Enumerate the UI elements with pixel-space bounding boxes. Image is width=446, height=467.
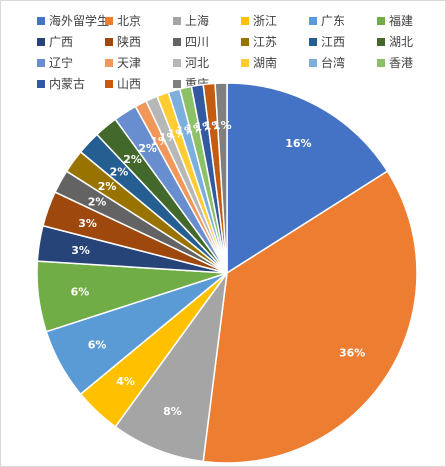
legend-item: 海外留学生: [37, 11, 109, 30]
chart-legend: 海外留学生 北京 上海 浙江 广东 福建广西 陕西 四川 江苏 江西 湖北辽宁 天津 河北 湖南 台湾 香港内…: [37, 11, 446, 93]
slice-label: 6%: [71, 286, 90, 299]
legend-label: 台湾: [321, 56, 346, 70]
slice-label: 16%: [285, 137, 311, 150]
legend-swatch: [105, 58, 113, 67]
legend-swatch: [309, 16, 317, 25]
legend-item: 北京: [105, 11, 173, 30]
slice-label: 2%: [98, 180, 117, 193]
legend-label: 辽宁: [49, 56, 74, 70]
legend-item: 江西: [309, 32, 377, 51]
legend-item: 辽宁: [37, 53, 105, 72]
legend-label: 广东: [321, 14, 346, 28]
legend-label: 四川: [185, 35, 210, 49]
legend-item: 台湾: [309, 53, 377, 72]
legend-item: 广东: [309, 11, 377, 30]
legend-label: 内蒙古: [49, 77, 86, 91]
legend-item: 河北: [173, 53, 241, 72]
legend-swatch: [377, 16, 385, 25]
legend-label: 湖北: [389, 35, 414, 49]
slice-label: 2%: [88, 196, 107, 209]
legend-swatch: [173, 37, 181, 46]
legend-swatch: [173, 58, 181, 67]
slice-label: 3%: [78, 217, 97, 230]
pie-slice: [114, 272, 228, 463]
slice-label: 2%: [110, 166, 129, 179]
legend-item: 湖南: [241, 53, 309, 72]
legend-swatch: [241, 16, 249, 25]
pie-slice: [214, 82, 228, 274]
pie-slice: [226, 82, 389, 275]
legend-label: 香港: [389, 56, 414, 70]
legend-label: 福建: [389, 14, 414, 28]
legend-label: 广西: [49, 35, 74, 49]
legend-item: 浙江: [241, 11, 309, 30]
legend-label: 上海: [185, 14, 210, 28]
legend-label: 浙江: [253, 14, 278, 28]
legend-swatch: [173, 79, 181, 88]
legend-item: 江苏: [241, 32, 309, 51]
legend-item: 天津: [105, 53, 173, 72]
legend-swatch: [37, 16, 45, 25]
legend-swatch: [105, 79, 113, 88]
legend-label: 山西: [117, 77, 142, 91]
legend-swatch: [37, 58, 45, 67]
legend-swatch: [309, 58, 317, 67]
legend-label: 陕西: [117, 35, 142, 49]
legend-label: 湖南: [253, 56, 278, 70]
legend-swatch: [309, 37, 317, 46]
legend-swatch: [241, 58, 249, 67]
legend-item: 湖北: [377, 32, 445, 51]
legend-label: 海外留学生: [49, 14, 110, 28]
legend-swatch: [37, 37, 45, 46]
legend-swatch: [105, 37, 113, 46]
legend-swatch: [173, 16, 181, 25]
legend-label: 江苏: [253, 35, 278, 49]
slice-label: 2%: [138, 142, 157, 155]
slice-label: 36%: [339, 346, 365, 359]
slice-label: 2%: [123, 153, 142, 166]
legend-item: 山西: [105, 74, 173, 93]
legend-label: 河北: [185, 56, 210, 70]
slice-label: 1%: [213, 119, 232, 132]
legend-item: 陕西: [105, 32, 173, 51]
legend-item: 香港: [377, 53, 445, 72]
slice-label: 4%: [116, 375, 135, 388]
slice-label: 8%: [163, 405, 182, 418]
legend-item: 福建: [377, 11, 445, 30]
legend-item: 上海: [173, 11, 241, 30]
pie-slice: [202, 170, 418, 464]
legend-label: 江西: [321, 35, 346, 49]
legend-swatch: [37, 79, 45, 88]
legend-item: 广西: [37, 32, 105, 51]
legend-label: 天津: [117, 56, 142, 70]
legend-swatch: [377, 58, 385, 67]
legend-item: 内蒙古: [37, 74, 105, 93]
slice-label: 3%: [71, 244, 90, 257]
legend-label: 北京: [117, 14, 142, 28]
slice-label: 6%: [88, 338, 107, 351]
legend-swatch: [241, 37, 249, 46]
legend-swatch: [105, 16, 113, 25]
legend-swatch: [377, 37, 385, 46]
legend-item: 四川: [173, 32, 241, 51]
